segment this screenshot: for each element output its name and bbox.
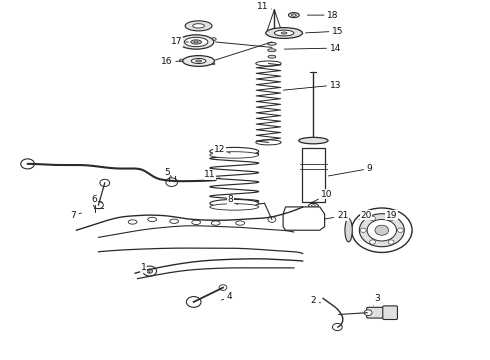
Circle shape bbox=[367, 220, 396, 241]
Circle shape bbox=[21, 159, 34, 169]
Circle shape bbox=[375, 225, 389, 235]
Circle shape bbox=[332, 323, 342, 330]
Ellipse shape bbox=[211, 38, 216, 41]
Circle shape bbox=[360, 228, 366, 233]
Ellipse shape bbox=[256, 140, 281, 145]
Ellipse shape bbox=[210, 199, 259, 207]
FancyBboxPatch shape bbox=[302, 148, 325, 202]
Circle shape bbox=[397, 228, 403, 233]
Ellipse shape bbox=[196, 60, 201, 62]
Text: 11: 11 bbox=[204, 170, 221, 179]
Text: 17: 17 bbox=[171, 37, 189, 46]
Ellipse shape bbox=[268, 55, 276, 58]
Text: 4: 4 bbox=[221, 292, 232, 301]
Circle shape bbox=[364, 310, 372, 316]
Ellipse shape bbox=[266, 28, 302, 39]
Ellipse shape bbox=[210, 152, 259, 158]
Circle shape bbox=[388, 240, 394, 244]
Ellipse shape bbox=[210, 147, 259, 155]
Ellipse shape bbox=[268, 42, 276, 45]
Text: 9: 9 bbox=[328, 164, 372, 176]
Text: 1: 1 bbox=[141, 264, 150, 273]
Circle shape bbox=[369, 216, 375, 221]
Ellipse shape bbox=[212, 63, 215, 65]
Ellipse shape bbox=[191, 58, 206, 63]
Text: 10: 10 bbox=[311, 190, 333, 203]
Ellipse shape bbox=[292, 14, 296, 16]
Ellipse shape bbox=[178, 35, 214, 49]
Ellipse shape bbox=[274, 30, 294, 36]
Ellipse shape bbox=[345, 219, 352, 242]
Circle shape bbox=[351, 208, 412, 252]
Text: 5: 5 bbox=[164, 168, 171, 177]
Circle shape bbox=[369, 240, 375, 244]
Text: 8: 8 bbox=[227, 195, 238, 204]
Ellipse shape bbox=[179, 59, 184, 62]
Ellipse shape bbox=[236, 221, 245, 225]
Text: 3: 3 bbox=[373, 294, 380, 306]
Ellipse shape bbox=[148, 217, 157, 222]
Ellipse shape bbox=[193, 24, 204, 28]
Ellipse shape bbox=[256, 61, 281, 66]
Circle shape bbox=[268, 217, 276, 222]
Ellipse shape bbox=[289, 13, 299, 18]
Polygon shape bbox=[283, 207, 325, 230]
Ellipse shape bbox=[281, 32, 287, 34]
Ellipse shape bbox=[128, 220, 137, 224]
Ellipse shape bbox=[185, 21, 212, 31]
Circle shape bbox=[147, 269, 153, 273]
Ellipse shape bbox=[183, 55, 215, 66]
Circle shape bbox=[166, 178, 177, 186]
Ellipse shape bbox=[192, 220, 200, 225]
Circle shape bbox=[143, 266, 157, 276]
Text: 15: 15 bbox=[305, 27, 343, 36]
Text: 14: 14 bbox=[284, 44, 341, 53]
Ellipse shape bbox=[268, 62, 275, 64]
Text: 7: 7 bbox=[70, 211, 81, 220]
Ellipse shape bbox=[299, 138, 328, 144]
Ellipse shape bbox=[194, 41, 198, 43]
Ellipse shape bbox=[210, 204, 259, 210]
Circle shape bbox=[388, 216, 394, 221]
Text: 16: 16 bbox=[161, 57, 181, 66]
FancyBboxPatch shape bbox=[383, 306, 397, 320]
Ellipse shape bbox=[191, 40, 201, 44]
Text: 2: 2 bbox=[311, 296, 320, 305]
Circle shape bbox=[359, 214, 404, 247]
Circle shape bbox=[94, 202, 103, 209]
Text: 6: 6 bbox=[92, 195, 102, 204]
Text: 12: 12 bbox=[214, 145, 230, 154]
Circle shape bbox=[186, 297, 201, 307]
Ellipse shape bbox=[170, 219, 178, 224]
Text: 11: 11 bbox=[257, 2, 271, 11]
Ellipse shape bbox=[184, 37, 208, 47]
Circle shape bbox=[219, 285, 227, 291]
Text: 20: 20 bbox=[360, 211, 372, 220]
Circle shape bbox=[225, 204, 233, 210]
Ellipse shape bbox=[312, 205, 316, 207]
Ellipse shape bbox=[309, 203, 318, 208]
Text: 19: 19 bbox=[386, 211, 397, 220]
Text: 18: 18 bbox=[307, 10, 339, 19]
Ellipse shape bbox=[211, 221, 220, 225]
Text: 21: 21 bbox=[325, 211, 348, 220]
Circle shape bbox=[100, 179, 110, 186]
Ellipse shape bbox=[268, 49, 276, 52]
Text: 13: 13 bbox=[283, 81, 341, 90]
FancyBboxPatch shape bbox=[367, 307, 387, 318]
